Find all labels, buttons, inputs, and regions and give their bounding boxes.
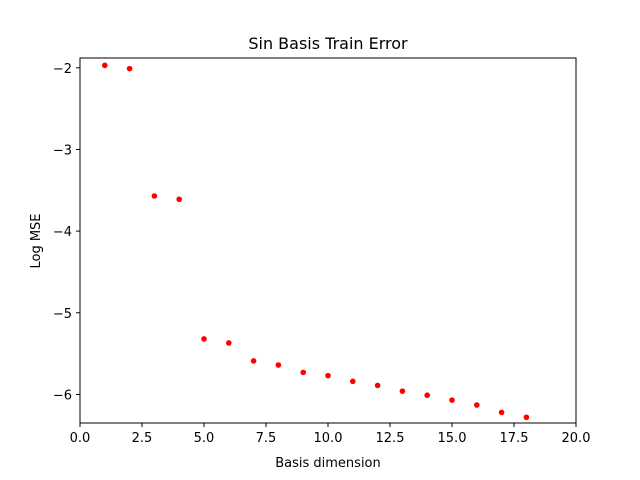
x-tick-label: 2.5 <box>132 431 153 446</box>
data-point <box>523 414 530 421</box>
data-point <box>250 358 257 364</box>
y-tick-label: −3 <box>53 143 72 158</box>
x-tick-label: 15.0 <box>438 431 467 446</box>
data-point <box>176 196 182 203</box>
chart-title: Sin Basis Train Error <box>248 34 408 53</box>
data-point <box>126 65 133 72</box>
x-tick-label: 20.0 <box>562 431 591 446</box>
x-tick-label: 10.0 <box>314 431 343 446</box>
x-tick-label: 0.0 <box>70 431 91 446</box>
data-point <box>424 392 431 399</box>
data-point <box>300 369 307 376</box>
y-tick-label: −2 <box>53 62 72 77</box>
y-tick-label: −5 <box>53 307 72 322</box>
y-axis: −2 −3 −4 −5 −6 <box>53 62 80 403</box>
x-tick-label: 12.5 <box>376 431 405 446</box>
data-point <box>201 336 207 342</box>
data-point <box>102 62 108 69</box>
y-tick-label: −4 <box>53 225 72 240</box>
data-point <box>374 382 381 389</box>
y-axis-label: Log MSE <box>29 213 44 268</box>
data-point <box>151 193 158 199</box>
x-tick-label: 7.5 <box>256 431 277 446</box>
data-point <box>275 362 282 368</box>
x-axis: 0.0 2.5 5.0 7.5 10.0 12.5 15.0 17.5 20.0 <box>70 423 591 446</box>
data-point <box>474 402 480 408</box>
data-point <box>399 388 406 394</box>
data-point <box>226 340 232 346</box>
plot-frame <box>79 57 577 424</box>
data-point <box>498 409 505 416</box>
data-point <box>325 372 331 379</box>
data-point <box>350 378 356 385</box>
plot-area <box>102 62 530 421</box>
x-tick-label: 17.5 <box>500 431 529 446</box>
data-point <box>449 397 455 403</box>
y-tick-label: −6 <box>53 388 72 403</box>
x-axis-label: Basis dimension <box>275 456 381 471</box>
x-tick-label: 5.0 <box>194 431 215 446</box>
